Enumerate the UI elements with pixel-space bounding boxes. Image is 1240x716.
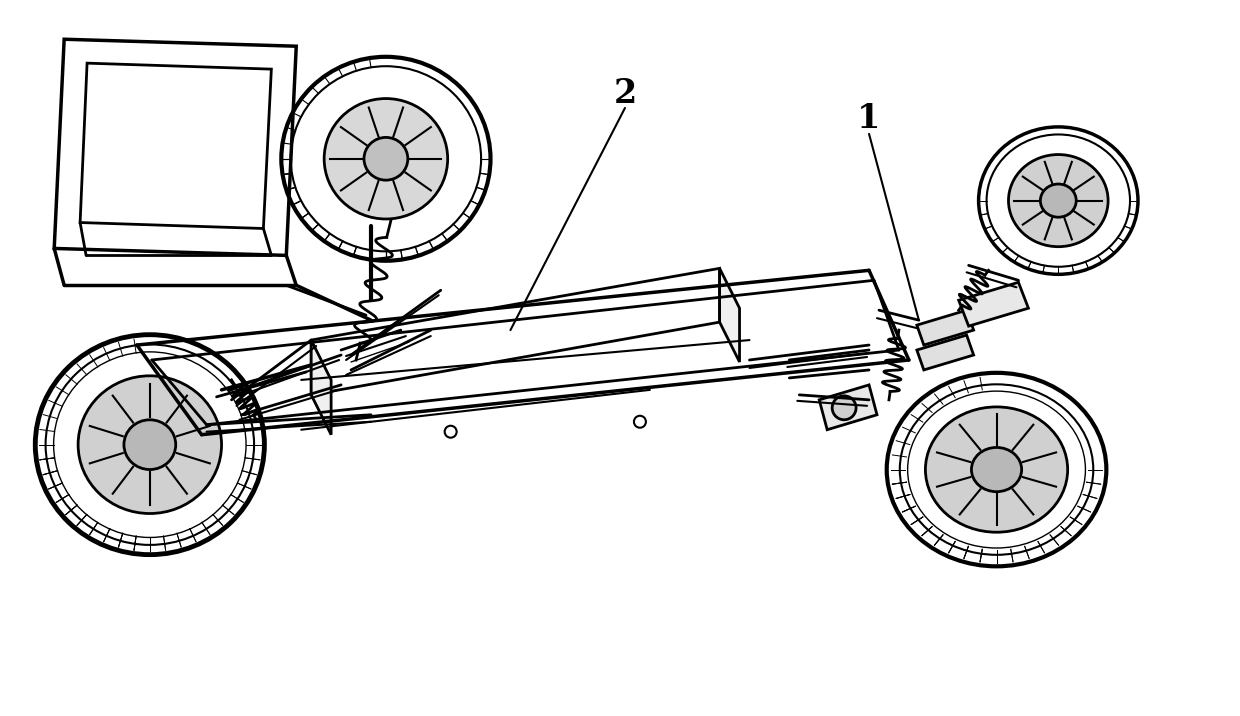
Circle shape xyxy=(832,396,856,420)
Polygon shape xyxy=(311,268,719,395)
Circle shape xyxy=(445,426,456,437)
Ellipse shape xyxy=(365,137,408,180)
Circle shape xyxy=(634,416,646,427)
Polygon shape xyxy=(916,310,973,345)
Ellipse shape xyxy=(78,376,222,513)
Polygon shape xyxy=(820,385,877,430)
Text: 1: 1 xyxy=(857,102,880,135)
Polygon shape xyxy=(81,63,272,228)
Polygon shape xyxy=(959,282,1028,326)
Ellipse shape xyxy=(925,407,1068,532)
Ellipse shape xyxy=(124,420,176,470)
Polygon shape xyxy=(55,39,296,256)
Ellipse shape xyxy=(1040,184,1076,217)
Ellipse shape xyxy=(971,448,1022,492)
Polygon shape xyxy=(719,268,739,362)
Ellipse shape xyxy=(324,99,448,219)
Polygon shape xyxy=(311,340,331,435)
Polygon shape xyxy=(916,335,973,370)
Text: 2: 2 xyxy=(614,77,636,110)
Ellipse shape xyxy=(1008,155,1109,247)
